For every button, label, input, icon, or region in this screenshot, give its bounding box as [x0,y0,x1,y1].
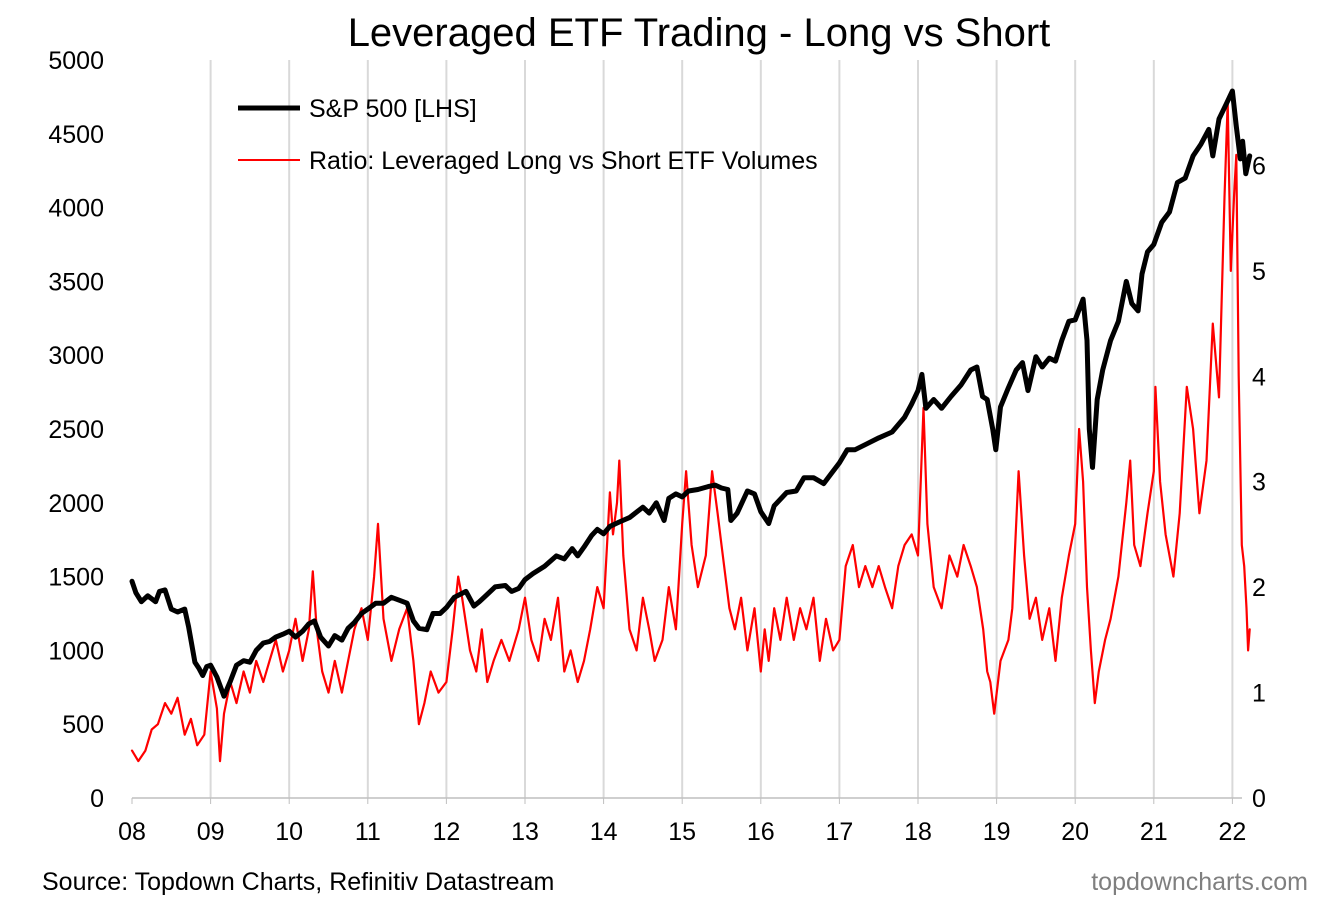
right-y-axis: 0 1 2 3 4 5 6 [1252,152,1266,813]
right-tick-label-6: 6 [1252,152,1266,180]
right-tick-label-2: 2 [1252,574,1266,602]
x-tick-label-20: 20 [1061,818,1089,846]
right-tick-label-3: 3 [1252,469,1266,497]
left-tick-label-4500: 4500 [48,121,104,149]
left-tick-label-3500: 3500 [48,268,104,296]
x-tick-label-08: 08 [118,818,146,846]
left-y-axis: 0 500 1000 1500 2000 2500 3000 3500 4000 4500 5000 [48,47,104,813]
left-tick-label-1000: 1000 [48,637,104,665]
x-tick-label-15: 15 [668,818,696,846]
x-tick-label-17: 17 [825,818,853,846]
legend-label-ratio: Ratio: Leveraged Long vs Short ETF Volum… [309,147,818,175]
left-tick-label-4000: 4000 [48,195,104,223]
left-tick-label-2500: 2500 [48,416,104,444]
x-tick-label-09: 09 [197,818,225,846]
x-tick-label-11: 11 [355,818,381,846]
x-tick-label-10: 10 [275,818,303,846]
x-tick-label-14: 14 [590,818,618,846]
left-tick-label-0: 0 [90,785,104,813]
right-tick-label-4: 4 [1252,363,1266,391]
left-tick-label-2000: 2000 [48,490,104,518]
source-note: Source: Topdown Charts, Refinitiv Datast… [42,868,555,896]
series-lines [129,88,1253,763]
legend-label-sp500: S&P 500 [LHS] [309,95,477,123]
left-tick-label-1500: 1500 [48,564,104,592]
x-tick-label-12: 12 [432,818,460,846]
legend: S&P 500 [LHS] Ratio: Leveraged Long vs S… [238,95,818,175]
x-tick-label-16: 16 [747,818,775,846]
left-tick-label-3000: 3000 [48,342,104,370]
left-tick-label-500: 500 [62,711,104,739]
right-tick-label-1: 1 [1252,680,1266,708]
x-tick-label-21: 21 [1140,818,1168,846]
x-tick-label-19: 19 [983,818,1011,846]
brand-watermark: topdowncharts.com [1091,868,1308,896]
etf-ratio-line [130,101,1251,763]
x-axis: 08 09 10 11 12 13 14 15 16 17 18 19 20 21 22 [118,797,1246,846]
chart-title: Leveraged ETF Trading - Long vs Short [348,11,1051,55]
right-tick-label-5: 5 [1252,258,1266,286]
x-tick-label-18: 18 [904,818,932,846]
left-tick-label-5000: 5000 [48,47,104,75]
right-tick-label-0: 0 [1252,785,1266,813]
x-tick-label-22: 22 [1218,818,1246,846]
x-tick-label-13: 13 [511,818,539,846]
sp500-line [129,88,1253,699]
